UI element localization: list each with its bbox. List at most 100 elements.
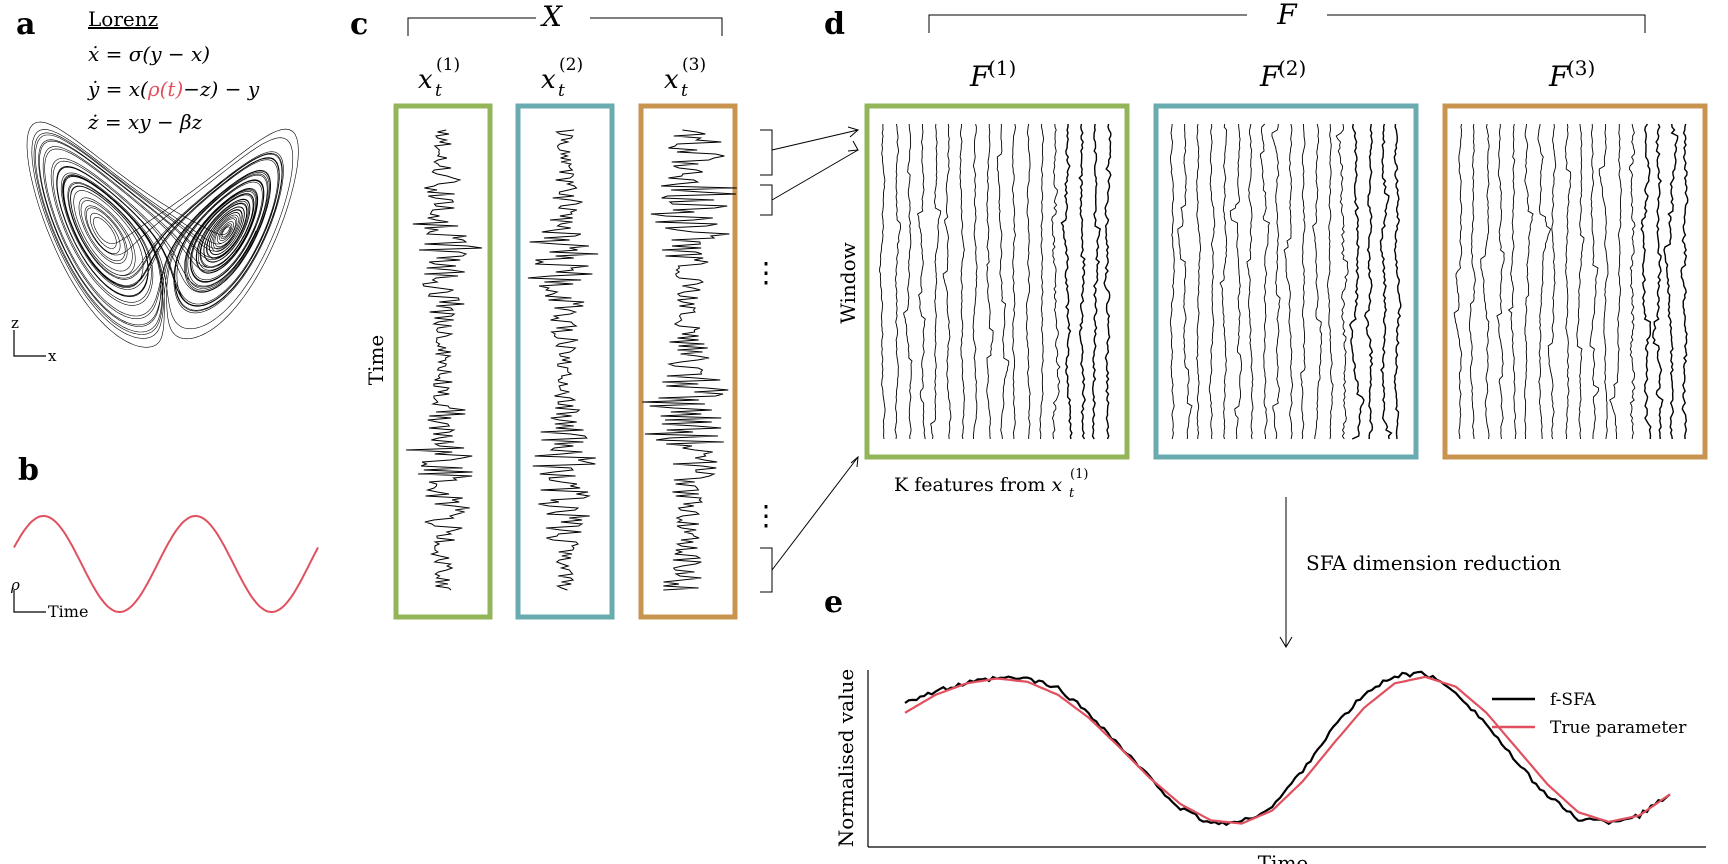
feature-trace [942,123,952,440]
feature-trace [1259,123,1271,440]
feature-trace [1524,123,1534,440]
feature-trace [1349,123,1365,440]
feature-trace [1219,123,1228,440]
f-group-bracket [928,14,1646,33]
feature-trace [1547,123,1557,440]
feature-trace [1300,123,1306,440]
feature-trace [1283,123,1294,440]
equation-z: ż = xy − βz [87,110,203,134]
series-line-fsfa [904,670,1671,827]
feature-trace [1537,123,1552,440]
f-matrix-3-base: F [1548,60,1570,93]
sfa-label: SFA dimension reduction [1306,551,1561,575]
feature-trace [1091,123,1102,440]
panel-letter-b: b [18,453,39,488]
equation-y: ẏ = x(ρ(t)−z) − y [87,77,260,101]
f-matrix-label-3: F (3) [1548,56,1595,93]
x-column-2-sub: t [558,81,565,101]
f-matrix-label-2: F (2) [1259,56,1306,93]
feature-trace [1246,123,1254,440]
feature-trace [1335,123,1349,440]
panel-letter-d: d [824,7,845,42]
features-caption-sup: (1) [1070,467,1088,482]
rho-axes [13,590,46,613]
feature-trace [1640,123,1652,440]
feature-trace [1364,123,1374,439]
x-box-3 [638,103,738,620]
feature-trace [1177,123,1193,440]
sfa-arrow-head [1279,636,1293,648]
feature-trace [903,123,913,440]
feature-trace [1589,123,1599,439]
features-caption: K features from x [894,474,1062,496]
ellipsis-top: ⋮ [752,256,780,289]
x-group-label: X [540,0,563,33]
x-column-3-sup: (3) [682,55,706,75]
legend-label-true: True parameter [1550,718,1687,738]
chart-series-group [904,670,1671,827]
feature-trace [1229,123,1243,440]
f-matrix-2-base: F [1259,60,1281,93]
ellipsis-bottom: ⋮ [752,499,780,532]
feature-trace [1609,124,1622,440]
feature-trace [972,123,978,440]
feature-trace [916,123,926,440]
feature-trace [1393,123,1402,440]
time-axis-label: Time [364,335,388,386]
f-box-2 [1153,103,1419,460]
feature-trace [1326,123,1334,440]
time-series-x2 [527,129,599,591]
feature-trace [930,123,942,440]
feature-trace [1379,123,1393,440]
feature-trace [1480,123,1490,440]
lorenz-title: Lorenz [88,7,158,31]
window-bracket-3 [760,547,773,593]
time-series-x3 [642,129,737,591]
window-bracket-1 [760,129,773,176]
lorenz-attractor [26,121,299,348]
feature-trace [894,123,901,440]
legend-label-fsfa: f-SFA [1550,690,1596,710]
feature-trace [959,123,965,440]
panel-letter-e: e [824,585,843,620]
lorenz-trajectory [26,121,299,348]
chart-legend: f-SFA True parameter [1492,690,1687,738]
f-matrix-2-sup: (2) [1278,56,1306,80]
f-box-3 [1442,103,1708,460]
features-caption-var: x [1051,474,1062,496]
equation-y-pre: ẏ = x( [87,77,149,101]
f-matrix-3-sup: (3) [1567,56,1595,80]
time-series-x1 [406,129,483,591]
feature-trace [879,124,886,440]
feature-trace [1039,123,1045,440]
axis-time-label: Time [48,602,88,621]
window-bracket-2 [760,184,773,216]
x-box-2 [515,103,615,620]
feature-trace [1507,123,1517,440]
feature-trace [1208,123,1216,440]
x-column-1-sup: (1) [436,55,460,75]
feature-traces-3 [1453,123,1689,440]
feature-trace [1196,123,1202,440]
features-caption-text: K features from [894,474,1051,496]
equation-x: ẋ = σ(y − x) [88,42,210,66]
feature-trace [1652,123,1664,440]
feature-trace [1628,123,1636,440]
f-matrix-label-1: F (1) [969,56,1016,93]
x-group-bracket [407,17,723,36]
f-matrix-1-base: F [969,60,991,93]
feature-trace [996,123,1010,440]
x-column-1-sub: t [435,81,442,101]
x-column-3-sub: t [681,81,688,101]
x-column-1-base: x [418,65,433,95]
x-column-label-3: x t (3) [664,55,706,101]
feature-trace [1453,123,1463,440]
feature-trace [1663,123,1679,440]
axis-rho-label: ρ [10,576,20,594]
axis-z-label: z [11,314,19,332]
x-column-2-sup: (2) [559,55,583,75]
feature-trace [1564,123,1572,440]
feature-trace [1598,123,1609,440]
feature-trace [986,123,994,440]
feature-trace [1496,124,1505,440]
